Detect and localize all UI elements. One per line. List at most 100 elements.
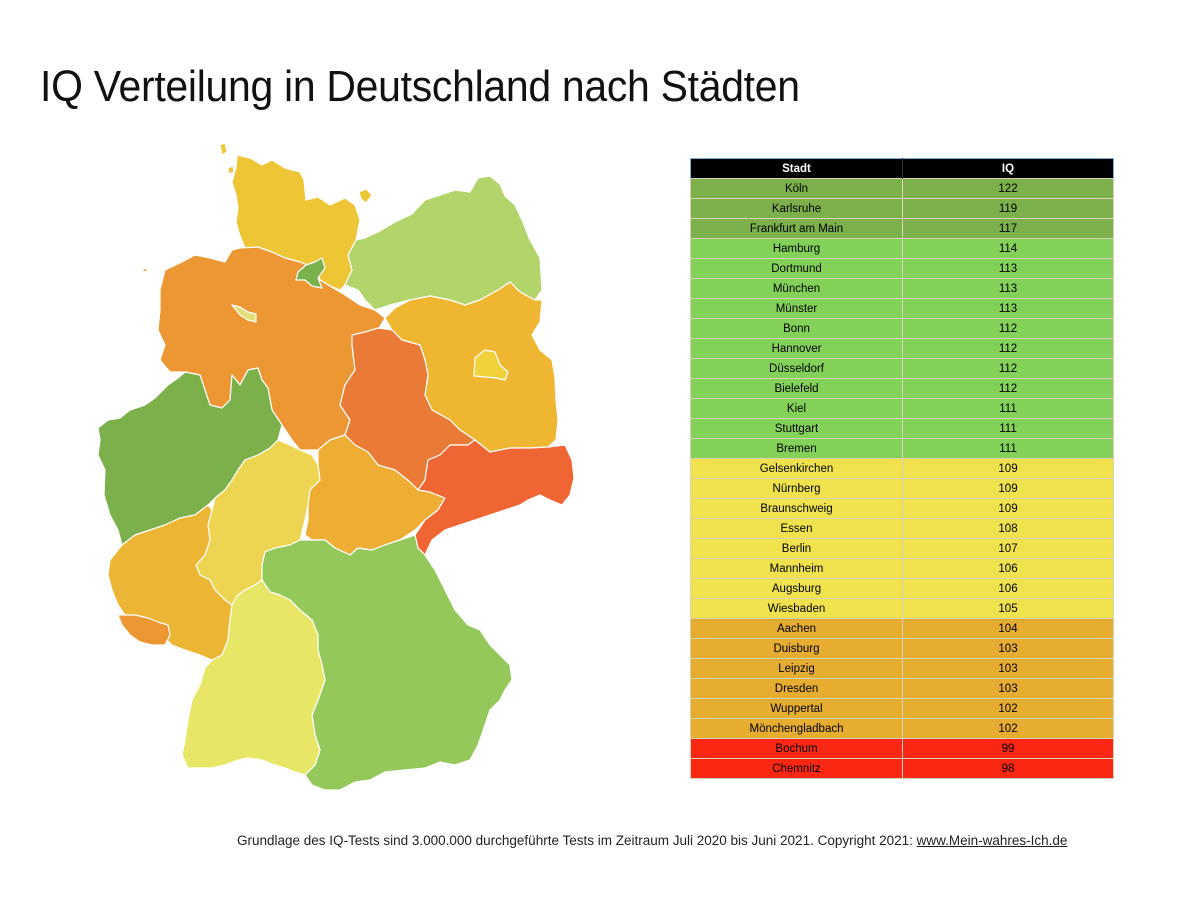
city-cell: Münster [690,298,903,319]
city-cell: Dortmund [690,258,903,279]
iq-cell: 113 [902,278,1114,299]
city-cell: Wiesbaden [690,598,903,619]
table-row: Berlin 107 [690,538,1114,559]
table-row: Stuttgart 111 [690,418,1114,439]
iq-cell: 112 [902,338,1114,359]
city-cell: Mönchengladbach [690,718,903,739]
city-cell: Duisburg [690,638,903,659]
footnote-text: Grundlage des IQ-Tests sind 3.000.000 du… [237,833,917,848]
city-cell: Bonn [690,318,903,339]
city-cell: Kiel [690,398,903,419]
iq-cell: 112 [902,318,1114,339]
table-row: Duisburg 103 [690,638,1114,659]
table-row: Karlsruhe 119 [690,198,1114,219]
city-cell: Dresden [690,678,903,699]
table-row: Hamburg 114 [690,238,1114,259]
iq-cell: 102 [902,698,1114,719]
table-row: Mannheim 106 [690,558,1114,579]
city-cell: Frankfurt am Main [690,218,903,239]
region-sachsen [414,439,575,556]
table-row: Bremen 111 [690,438,1114,459]
iq-cell: 109 [902,458,1114,479]
city-cell: Hannover [690,338,903,359]
city-cell: Leipzig [690,658,903,679]
iq-cell: 122 [902,178,1114,199]
germany-map [97,142,575,791]
iq-cell: 106 [902,578,1114,599]
city-cell: Stuttgart [690,418,903,439]
iq-cell: 98 [902,758,1114,779]
source-link[interactable]: www.Mein-wahres-Ich.de [916,833,1068,848]
city-cell: Augsburg [690,578,903,599]
iq-cell: 108 [902,518,1114,539]
table-header-row: Stadt IQ [690,158,1114,179]
iq-cell: 103 [902,678,1114,699]
iq-cell: 105 [902,598,1114,619]
column-header-city: Stadt [690,158,903,179]
region-nordrhein-westfalen [97,367,283,546]
city-cell: Mannheim [690,558,903,579]
table-row: Wuppertal 102 [690,698,1114,719]
city-cell: München [690,278,903,299]
table-row: Wiesbaden 105 [690,598,1114,619]
city-cell: Essen [690,518,903,539]
page-title: IQ Verteilung in Deutschland nach Städte… [40,62,800,111]
table-row: Hannover 112 [690,338,1114,359]
iq-cell: 102 [902,718,1114,739]
table-row: Düsseldorf 112 [690,358,1114,379]
iq-cell: 103 [902,658,1114,679]
iq-cell: 111 [902,418,1114,439]
table-row: Mönchengladbach 102 [690,718,1114,739]
iq-cell: 103 [902,638,1114,659]
city-cell: Karlsruhe [690,198,903,219]
table-body: Köln 122 Karlsruhe 119 Frankfurt am Main 117 H… [690,178,1114,779]
city-cell: Düsseldorf [690,358,903,379]
city-cell: Braunschweig [690,498,903,519]
table-row: Kiel 111 [690,398,1114,419]
region-berlin [473,349,509,381]
table-row: Bielefeld 112 [690,378,1114,399]
table-row: München 113 [690,278,1114,299]
table-row: Braunschweig 109 [690,498,1114,519]
iq-cell: 117 [902,218,1114,239]
table-row: Aachen 104 [690,618,1114,639]
city-cell: Wuppertal [690,698,903,719]
city-cell: Bochum [690,738,903,759]
iq-cell: 114 [902,238,1114,259]
city-cell: Bielefeld [690,378,903,399]
iq-table: Stadt IQ Köln 122 Karlsruhe 119 Frankfurt am… [690,158,1114,779]
table-row: Nürnberg 109 [690,478,1114,499]
iq-cell: 112 [902,358,1114,379]
table-row: Münster 113 [690,298,1114,319]
iq-cell: 113 [902,298,1114,319]
iq-cell: 111 [902,398,1114,419]
city-cell: Chemnitz [690,758,903,779]
iq-cell: 109 [902,498,1114,519]
city-cell: Gelsenkirchen [690,458,903,479]
iq-cell: 106 [902,558,1114,579]
table-row: Bochum 99 [690,738,1114,759]
iq-cell: 107 [902,538,1114,559]
table-row: Essen 108 [690,518,1114,539]
region-mecklenburg-vorpommern [344,175,543,311]
table-row: Bonn 112 [690,318,1114,339]
table-row: Frankfurt am Main 117 [690,218,1114,239]
table-row: Augsburg 106 [690,578,1114,599]
iq-cell: 99 [902,738,1114,759]
region-hamburg [295,257,326,289]
column-header-iq: IQ [902,158,1114,179]
iq-cell: 104 [902,618,1114,639]
region-baden-wuerttemberg [181,579,326,776]
city-cell: Köln [690,178,903,199]
iq-cell: 119 [902,198,1114,219]
city-cell: Bremen [690,438,903,459]
iq-cell: 112 [902,378,1114,399]
table-row: Chemnitz 98 [690,758,1114,779]
table-row: Gelsenkirchen 109 [690,458,1114,479]
table-row: Leipzig 103 [690,658,1114,679]
iq-cell: 113 [902,258,1114,279]
iq-cell: 109 [902,478,1114,499]
city-cell: Hamburg [690,238,903,259]
iq-cell: 111 [902,438,1114,459]
region-bremen [231,304,257,323]
